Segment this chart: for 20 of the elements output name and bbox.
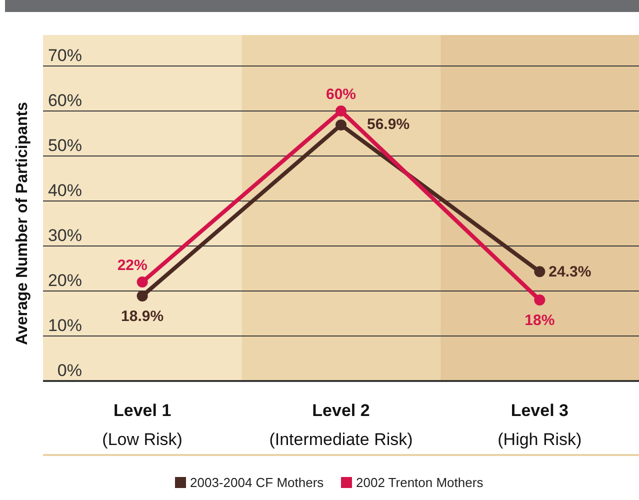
y-tick-label: 30% xyxy=(48,226,82,245)
legend-label: 2003-2004 CF Mothers xyxy=(190,475,324,490)
data-label: 18% xyxy=(524,312,555,329)
y-tick-label: 40% xyxy=(48,181,82,200)
data-label: 56.9% xyxy=(367,116,410,133)
y-tick-label: 20% xyxy=(48,271,82,290)
x-tick-label: Level 2 (Intermediate Risk) xyxy=(269,401,413,449)
legend-label: 2002 Trenton Mothers xyxy=(356,475,484,490)
data-label: 18.9% xyxy=(121,308,164,325)
y-axis-title: Average Number of Participants xyxy=(14,102,31,346)
y-tick-label: 0% xyxy=(57,361,82,380)
data-label: 60% xyxy=(326,86,356,103)
x-tick-label: Level 1 (Low Risk) xyxy=(102,401,182,449)
y-tick-label: 10% xyxy=(48,316,82,335)
y-tick-label: 60% xyxy=(48,91,82,110)
y-tick-label: 70% xyxy=(48,46,82,65)
data-label: 24.3% xyxy=(548,264,592,281)
x-tick-label: Level 3 (High Risk) xyxy=(498,401,582,449)
data-label: 22% xyxy=(117,257,148,274)
y-tick-label: 50% xyxy=(48,136,82,155)
